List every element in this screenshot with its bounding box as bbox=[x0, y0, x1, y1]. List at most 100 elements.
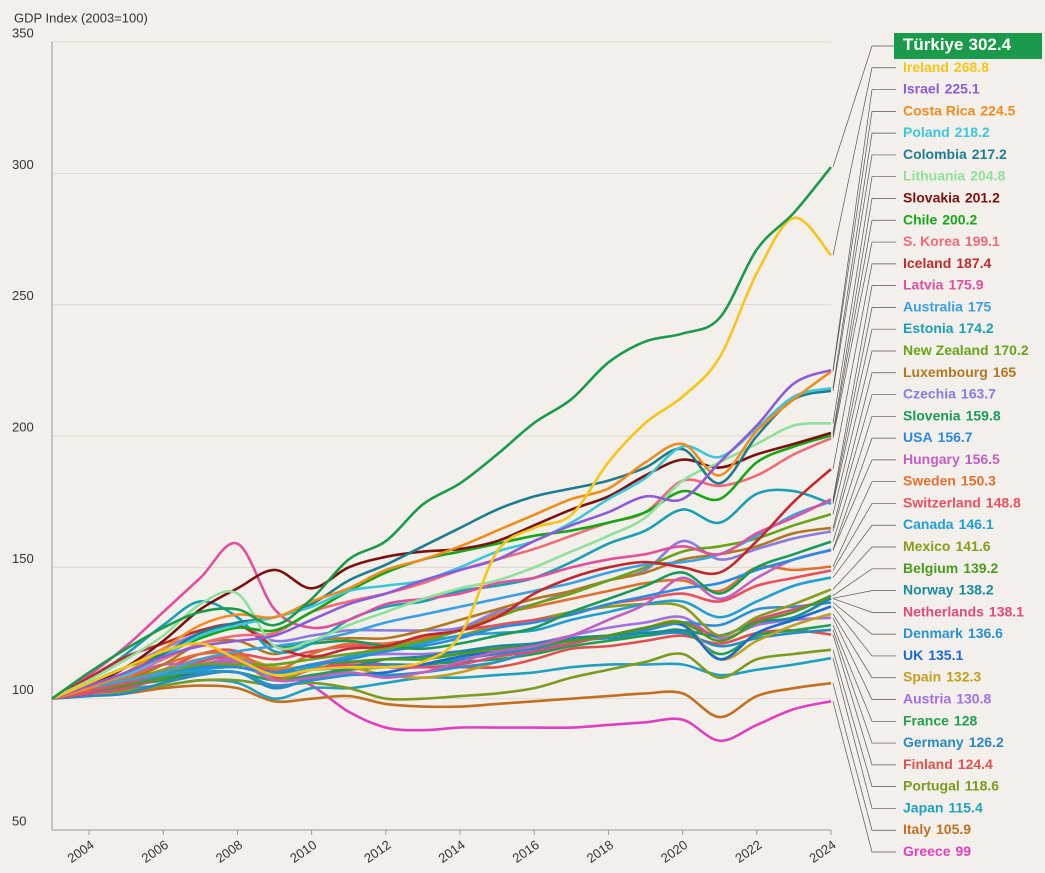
series-line bbox=[51, 368, 832, 700]
legend-label: Estonia 174.2 bbox=[903, 320, 994, 336]
value-label: 217.2 bbox=[972, 146, 1007, 162]
legend-name: Slovakia bbox=[903, 189, 960, 205]
connector bbox=[832, 503, 896, 571]
legend-label: Norway 138.2 bbox=[903, 581, 994, 597]
connector bbox=[832, 350, 896, 515]
connector bbox=[832, 683, 896, 831]
connector bbox=[832, 481, 896, 567]
legend-name: S. Korea bbox=[903, 233, 960, 249]
value-label: 148.8 bbox=[986, 494, 1021, 510]
legend-label: Switzerland 148.8 bbox=[903, 494, 1021, 510]
legend-name: Switzerland bbox=[903, 494, 981, 510]
x-tick-label: 2014 bbox=[435, 837, 467, 866]
y-tick-label: 250 bbox=[12, 288, 34, 303]
legend-label: Israel 225.1 bbox=[903, 80, 980, 96]
legend-name: Poland bbox=[903, 124, 950, 140]
x-tick-label: 2006 bbox=[139, 837, 171, 866]
legend-label: Belgium 139.2 bbox=[903, 560, 998, 576]
legend-label: USA 156.7 bbox=[903, 429, 973, 445]
value-label: 165 bbox=[993, 363, 1017, 379]
y-tick-label: 100 bbox=[12, 682, 34, 697]
legend-name: Luxembourg bbox=[903, 363, 988, 379]
legend-name: Sweden bbox=[903, 472, 956, 488]
legend-name: Lithuania bbox=[903, 167, 965, 183]
connector bbox=[832, 617, 896, 700]
connector bbox=[832, 546, 896, 590]
value-label: 99 bbox=[955, 843, 971, 859]
connector bbox=[832, 45, 896, 168]
legend-label: Slovenia 159.8 bbox=[903, 407, 1001, 423]
connector bbox=[832, 701, 896, 853]
value-label: 115.4 bbox=[948, 799, 982, 815]
legend-name: Israel bbox=[903, 80, 940, 96]
legend-name: Hungary bbox=[903, 451, 960, 467]
connector bbox=[832, 624, 896, 722]
value-label: 138.2 bbox=[959, 581, 994, 597]
legend-label: Denmark 136.6 bbox=[903, 625, 1003, 641]
legend-name: Japan bbox=[903, 799, 943, 815]
connector bbox=[832, 598, 896, 613]
legend-name: Latvia bbox=[903, 276, 944, 292]
legend-name: Portugal bbox=[903, 777, 960, 793]
value-label: 130.8 bbox=[956, 690, 991, 706]
value-label: 132.3 bbox=[946, 668, 981, 684]
value-label: 199.1 bbox=[965, 233, 1000, 249]
legend-label: France 128 bbox=[903, 712, 977, 728]
connector bbox=[832, 590, 896, 599]
value-label: 201.2 bbox=[965, 189, 1000, 205]
legend-name: Colombia bbox=[903, 146, 967, 162]
value-label: 150.3 bbox=[961, 472, 996, 488]
value-label: 175 bbox=[968, 298, 992, 314]
series-line bbox=[51, 389, 832, 700]
legend-name: France bbox=[903, 712, 949, 728]
legend-name: Finland bbox=[903, 756, 953, 772]
y-tick-label: 300 bbox=[12, 157, 34, 172]
legend-name: Germany bbox=[903, 734, 964, 750]
connector bbox=[832, 307, 896, 502]
connector bbox=[832, 111, 896, 372]
legend-label: Ireland 268.8 bbox=[903, 58, 989, 74]
legend-label: Germany 126.2 bbox=[903, 734, 1004, 750]
value-label: 302.4 bbox=[968, 35, 1011, 54]
x-tick-label: 2010 bbox=[287, 837, 319, 866]
legend-name: Ireland bbox=[903, 58, 949, 74]
value-label: 128 bbox=[954, 712, 978, 728]
legend-label: Hungary 156.5 bbox=[903, 451, 1000, 467]
connector bbox=[832, 568, 896, 596]
legend-label: Mexico 141.6 bbox=[903, 538, 991, 554]
series-line bbox=[51, 498, 832, 700]
legend-name: Spain bbox=[903, 668, 941, 684]
legend-label: Portugal 118.6 bbox=[903, 777, 999, 793]
value-label: 175.9 bbox=[948, 276, 983, 292]
series-line bbox=[51, 526, 832, 700]
connector bbox=[832, 606, 896, 657]
legend-name: Greece bbox=[903, 843, 951, 859]
legend-name: Iceland bbox=[903, 255, 951, 271]
legend-name: Netherlands bbox=[903, 603, 984, 619]
value-label: 126.2 bbox=[969, 734, 1004, 750]
connector bbox=[832, 263, 896, 470]
x-tick-label: 2012 bbox=[361, 837, 393, 866]
series-line bbox=[51, 431, 832, 700]
legend-label: Chile 200.2 bbox=[903, 211, 977, 227]
series-line bbox=[51, 594, 832, 700]
legend-label: UK 135.1 bbox=[903, 647, 963, 663]
connector bbox=[832, 198, 896, 433]
legend-name: Chile bbox=[903, 211, 937, 227]
legend-label: Poland 218.2 bbox=[903, 124, 990, 140]
connector bbox=[832, 67, 896, 256]
y-axis-label: GDP Index (2003=100) bbox=[14, 10, 148, 25]
value-label: 135.1 bbox=[928, 647, 963, 663]
connector bbox=[832, 629, 896, 744]
value-label: 156.7 bbox=[938, 429, 973, 445]
connector bbox=[832, 613, 896, 679]
series-line bbox=[51, 548, 832, 700]
legend-name: Slovenia bbox=[903, 407, 961, 423]
legend-name: Australia bbox=[903, 298, 963, 314]
y-tick-label: 150 bbox=[12, 551, 34, 566]
connector bbox=[832, 241, 896, 439]
legend-label: Iceland 187.4 bbox=[903, 255, 991, 271]
connector bbox=[832, 415, 896, 542]
series-line bbox=[51, 216, 832, 700]
